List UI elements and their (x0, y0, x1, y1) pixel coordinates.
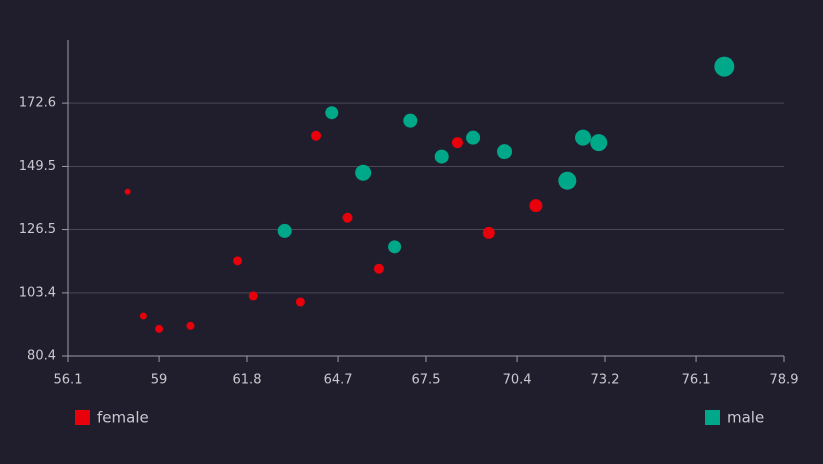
y-tick-label: 172.6 (19, 96, 56, 111)
x-tick-label: 56.1 (54, 373, 83, 388)
legend-label: female (97, 409, 149, 427)
point (529, 199, 543, 213)
x-tick-label: 70.4 (503, 373, 532, 388)
point (590, 134, 608, 152)
x-tick-label: 76.1 (682, 373, 711, 388)
point (451, 137, 463, 149)
legend-swatch (705, 410, 720, 425)
x-tick-label: 64.7 (324, 373, 353, 388)
point (124, 188, 131, 195)
point (139, 312, 147, 320)
point (714, 56, 735, 77)
point (434, 149, 449, 164)
point (233, 256, 243, 266)
legend-label: male (727, 409, 764, 427)
point (466, 130, 481, 145)
x-tick-label: 73.2 (591, 373, 620, 388)
y-tick-label: 126.5 (19, 222, 56, 237)
point (277, 223, 292, 238)
x-tick-label: 59 (151, 373, 168, 388)
y-tick-label: 149.5 (19, 159, 56, 174)
x-tick-label: 61.8 (233, 373, 262, 388)
point (325, 106, 339, 120)
point (186, 321, 195, 330)
point (248, 291, 258, 301)
point (558, 171, 577, 190)
point (342, 212, 353, 223)
point (311, 130, 322, 141)
point (403, 113, 418, 128)
point (497, 144, 513, 160)
legend-swatch (75, 410, 90, 425)
point (388, 240, 402, 254)
point (575, 129, 592, 146)
y-tick-label: 103.4 (19, 285, 56, 300)
point (155, 324, 164, 333)
point (355, 164, 372, 181)
point (373, 263, 384, 274)
y-tick-label: 80.4 (27, 349, 56, 364)
x-tick-label: 67.5 (412, 373, 441, 388)
point (482, 226, 495, 239)
point (295, 297, 305, 307)
x-tick-label: 78.9 (770, 373, 799, 388)
